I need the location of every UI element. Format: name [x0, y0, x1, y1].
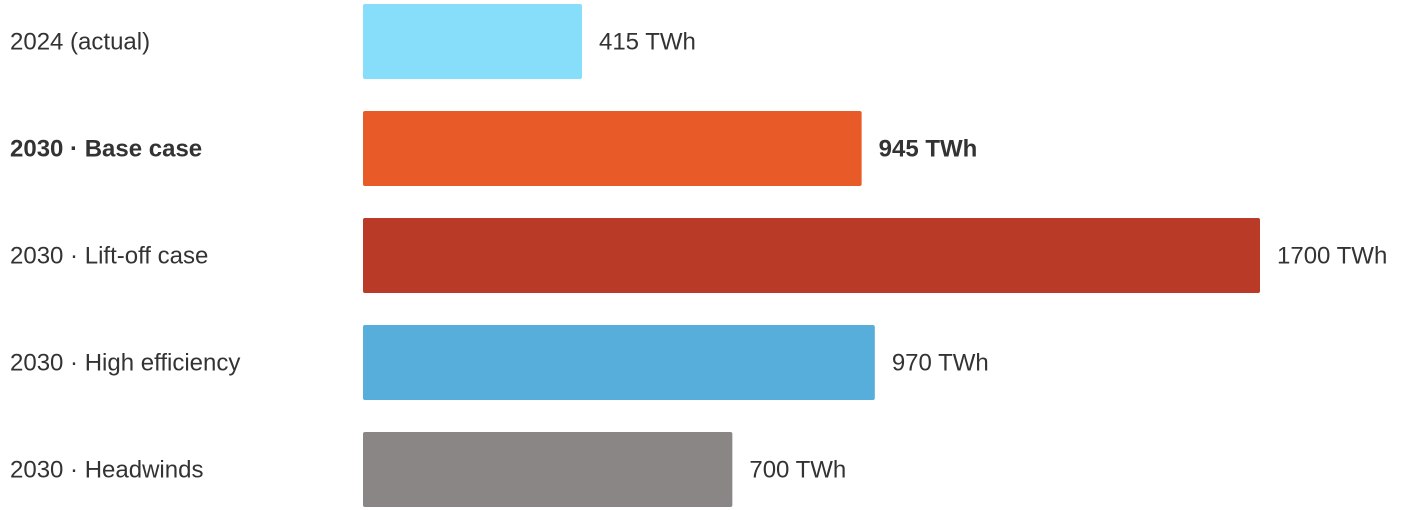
category-label: 2030 · Base case — [10, 136, 202, 163]
value-label: 945 TWh — [879, 136, 978, 163]
category-label: 2030 · High efficiency — [10, 350, 240, 377]
category-label: 2030 · Headwinds — [10, 457, 203, 484]
value-label: 1700 TWh — [1277, 243, 1387, 270]
bar — [363, 218, 1260, 293]
category-label: 2030 · Lift-off case — [10, 243, 208, 270]
value-label: 700 TWh — [749, 457, 846, 484]
bar — [363, 4, 582, 79]
category-label: 2024 (actual) — [10, 29, 150, 56]
bar — [363, 111, 862, 186]
bar — [363, 325, 875, 400]
value-label: 415 TWh — [599, 29, 696, 56]
bar — [363, 432, 733, 507]
value-label: 970 TWh — [892, 350, 989, 377]
